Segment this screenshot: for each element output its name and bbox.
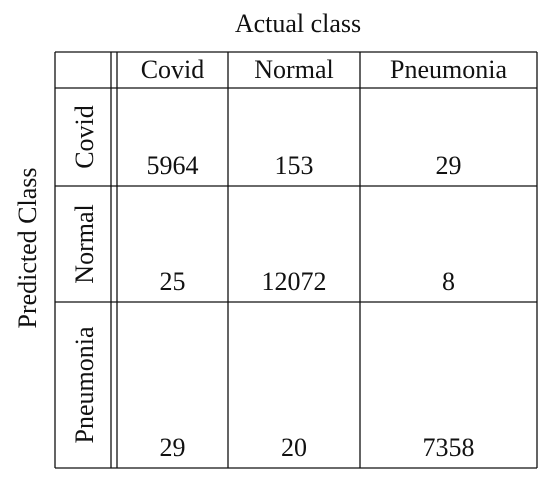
cell-value: 29	[160, 433, 186, 462]
grid	[54, 51, 538, 469]
row-header: Covid	[70, 105, 99, 169]
cell-value: 12072	[262, 267, 327, 296]
column-title: Actual class	[235, 9, 361, 38]
row-title: Predicted Class	[13, 167, 42, 328]
row-header: Normal	[70, 204, 99, 283]
cell-value: 25	[160, 267, 186, 296]
cell-value: 5964	[147, 151, 199, 180]
column-header: Pneumonia	[390, 55, 507, 84]
cell-value: 7358	[423, 433, 475, 462]
cell-value: 153	[275, 151, 314, 180]
cell-value: 8	[442, 267, 455, 296]
row-header: Pneumonia	[70, 326, 99, 443]
cell-value: 29	[436, 151, 462, 180]
column-header: Normal	[254, 55, 333, 84]
column-header: Covid	[141, 55, 205, 84]
cell-value: 20	[281, 433, 307, 462]
